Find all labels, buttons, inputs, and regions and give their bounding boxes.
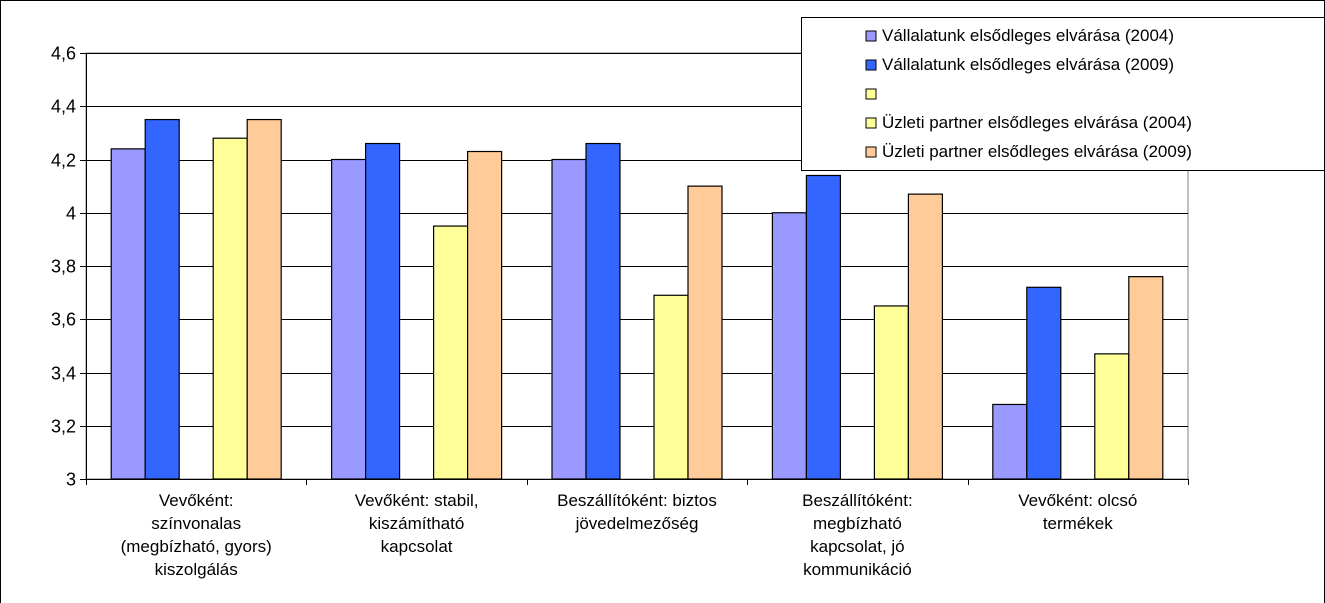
bar [433,225,469,480]
y-tick-label: 3,6 [51,310,76,330]
y-tick-label: 4 [66,204,76,224]
y-tick-label: 3,2 [51,417,76,437]
bar [331,158,367,480]
legend-swatch [865,59,877,71]
y-tick-label: 4,6 [51,44,76,64]
bar [365,142,401,480]
bar [246,118,282,480]
category-label: Vevőként: stabil, kiszámítható kapcsolat [355,491,479,556]
legend-swatch [865,88,877,100]
bar [551,158,587,480]
y-tick-label: 4,2 [51,151,76,171]
bar [873,305,910,480]
bar [1094,353,1130,480]
bar [771,212,808,480]
y-tick-label: 3,4 [51,364,76,384]
category-label: Vevőként: olcsó termékek [1018,491,1137,533]
bar [687,185,723,480]
bar [212,137,248,480]
legend-label: Üzleti partner elsődleges elvárása (2009… [882,142,1192,161]
category-label: Beszállítóként: biztos jövedelmezőség [557,491,717,533]
legend-swatch [865,117,877,129]
y-tick-label: 3 [66,470,76,490]
bar [992,403,1028,480]
bar [144,118,180,480]
bar [1128,276,1164,480]
bar [467,150,503,480]
bar [585,142,621,480]
bar [653,294,689,480]
category-label: Beszállítóként: megbízható kapcsolat, jó ko… [802,491,913,579]
category-label: Vevőként: színvonalas (megbízható, gyors) k… [121,491,272,579]
bar [907,193,944,480]
bar [805,174,842,480]
bar [110,148,146,480]
legend-label: Vállalatunk elsődleges elvárása (2009) [882,55,1174,74]
legend-swatch [865,146,877,158]
y-tick-label: 4,4 [51,97,76,117]
y-tick-label: 3,8 [51,257,76,277]
legend-label: Vállalatunk elsődleges elvárása (2004) [882,26,1174,45]
legend-swatch [865,30,877,42]
legend [801,17,1325,171]
legend-label: Üzleti partner elsődleges elvárása (2004… [882,113,1192,132]
bar [1026,286,1062,480]
